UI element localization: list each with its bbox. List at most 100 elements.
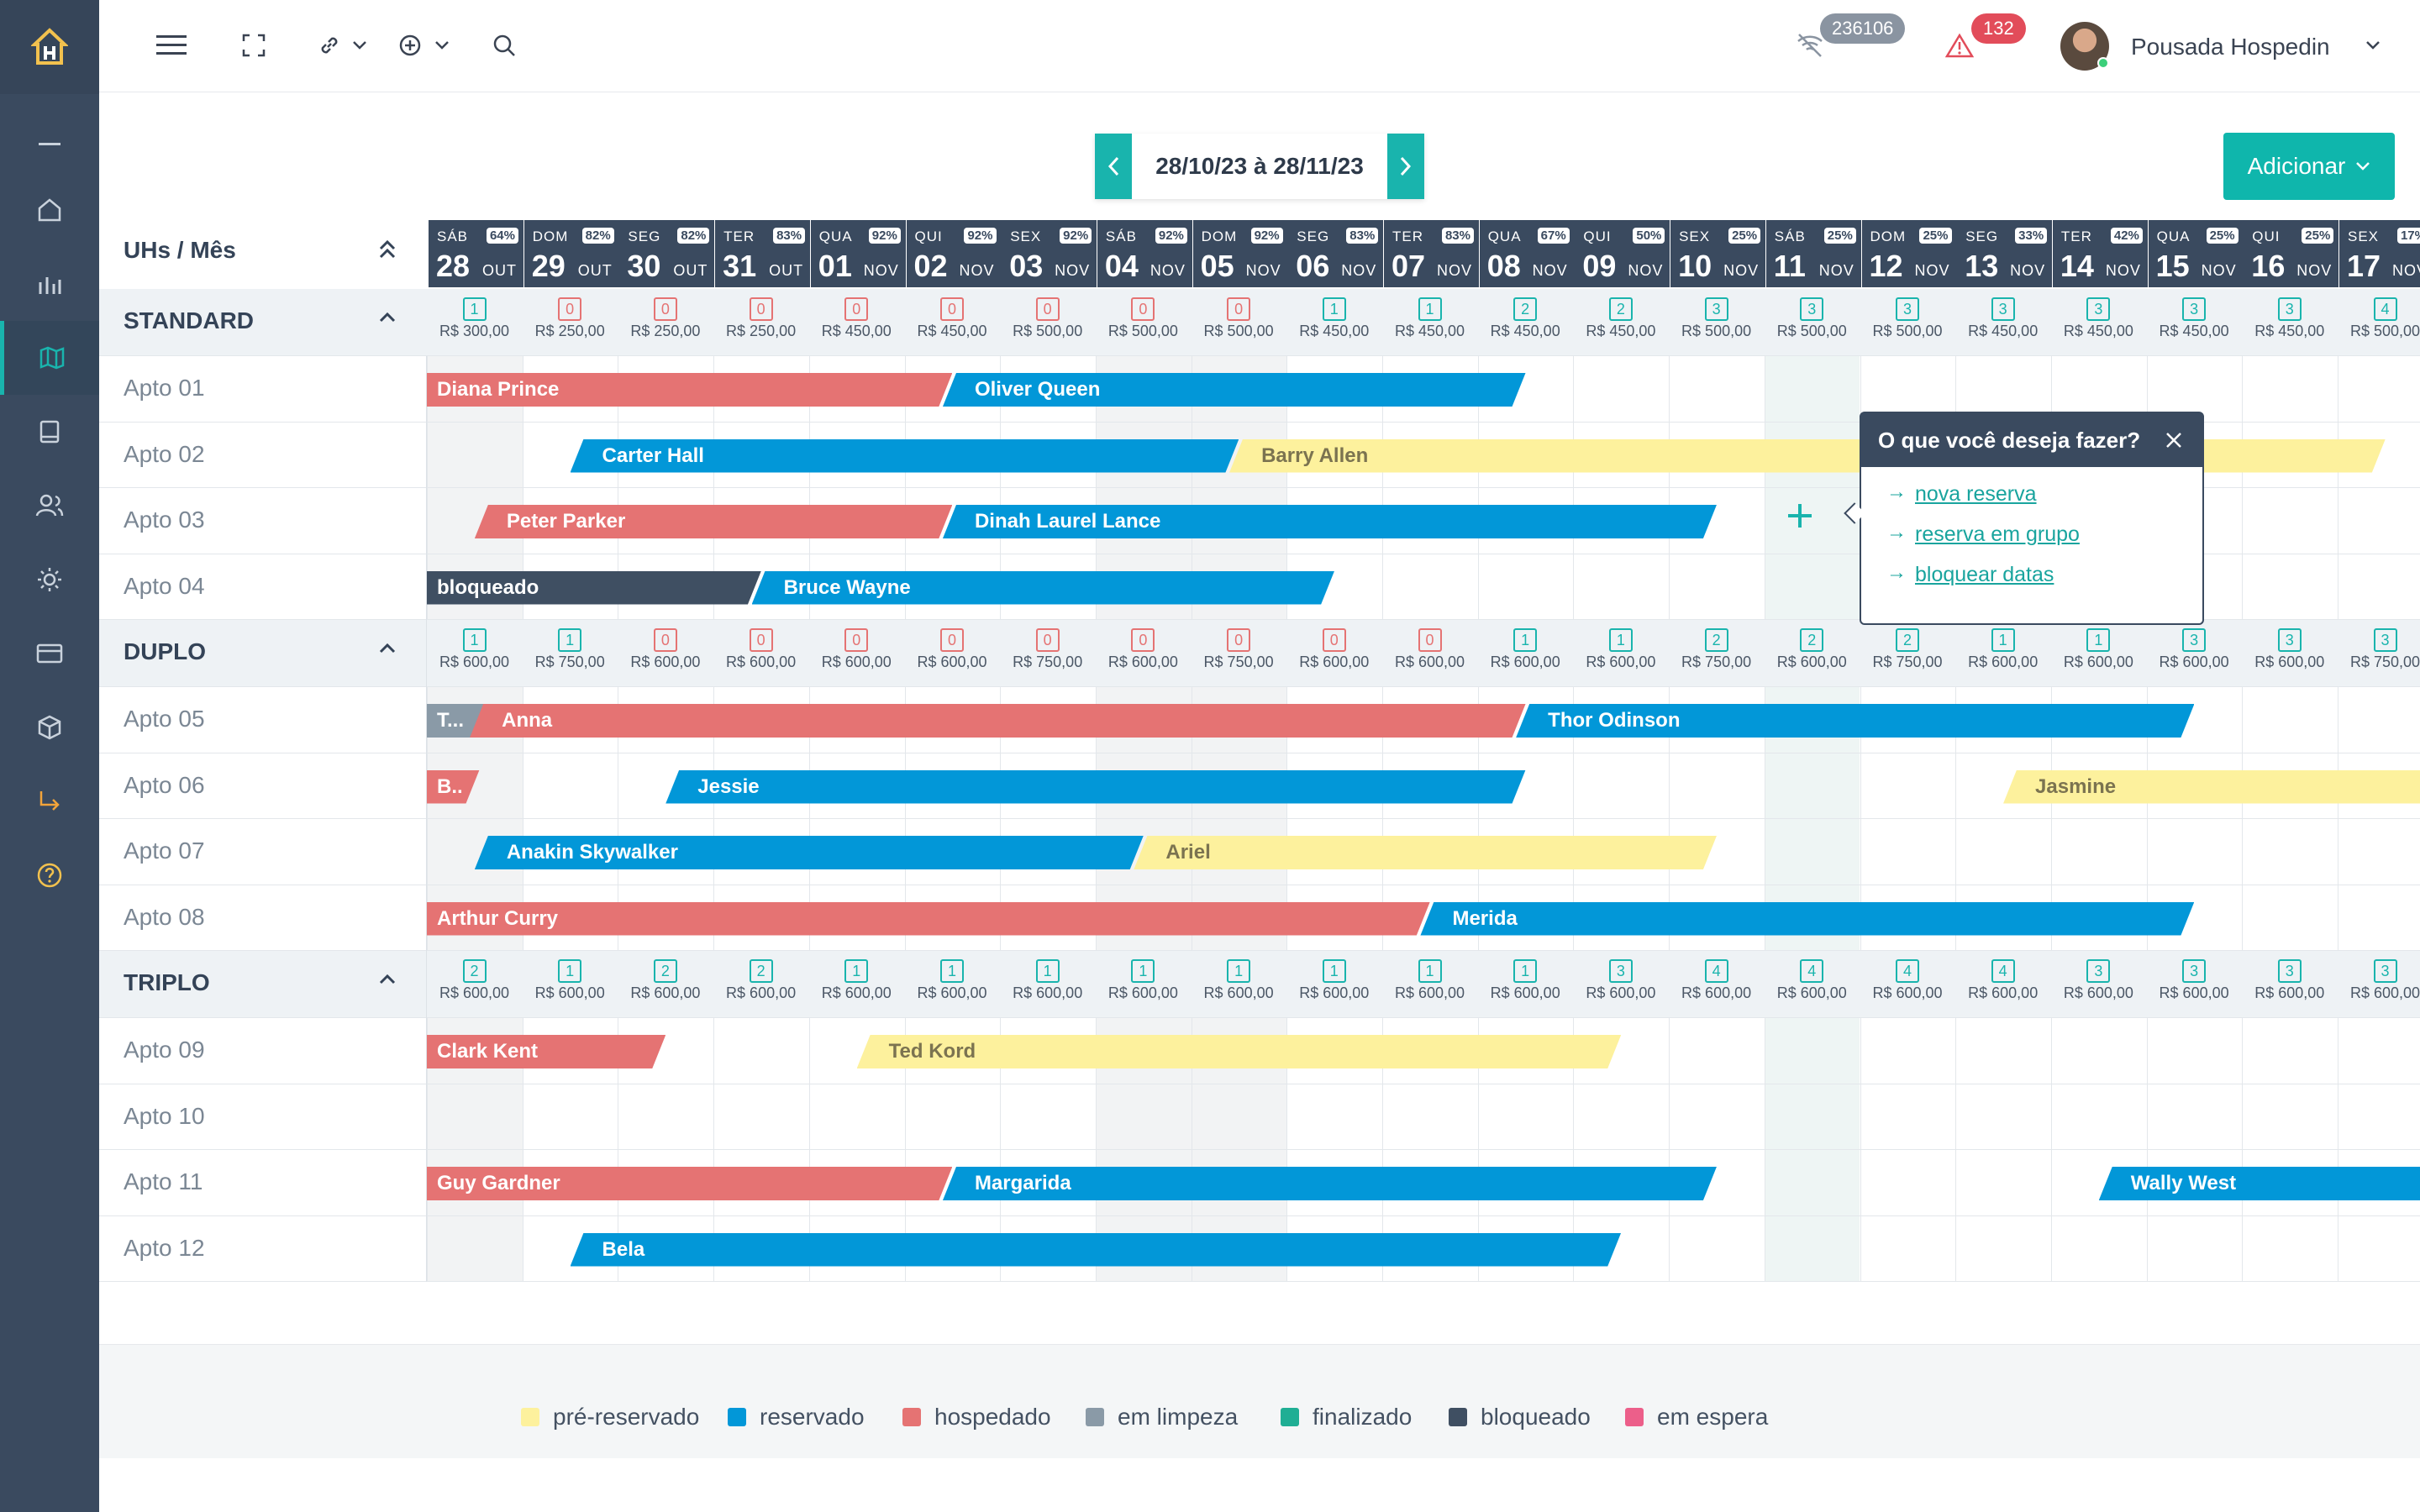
availability-cell[interactable]: 1 R$ 600,00 (427, 620, 522, 671)
legend-item[interactable]: finalizado (1281, 1404, 1412, 1431)
availability-cell[interactable]: 0 R$ 500,00 (1096, 289, 1191, 340)
chevron-up-icon[interactable] (378, 973, 397, 989)
day-header[interactable]: SEX 17% 17 NOV (2339, 220, 2420, 287)
availability-cell[interactable]: 1 R$ 600,00 (523, 951, 618, 1002)
sidebar-item-integrations[interactable] (0, 764, 99, 838)
availability-cell[interactable]: 1 R$ 600,00 (1573, 620, 1668, 671)
availability-cell[interactable]: 0 R$ 250,00 (713, 289, 808, 340)
availability-cell[interactable]: 3 R$ 600,00 (2147, 620, 2242, 671)
availability-cell[interactable]: 3 R$ 600,00 (2242, 620, 2337, 671)
availability-cell[interactable]: 1 R$ 450,00 (1382, 289, 1477, 340)
sidebar-item-settings[interactable] (0, 543, 99, 617)
availability-cell[interactable]: 3 R$ 500,00 (1860, 289, 1955, 340)
reservation-bar[interactable]: Margarida (943, 1167, 1717, 1200)
availability-cell[interactable]: 2 R$ 600,00 (427, 951, 522, 1002)
availability-cell[interactable]: 2 R$ 450,00 (1573, 289, 1668, 340)
reservation-bar[interactable]: Ted Kord (857, 1035, 1622, 1068)
group-reservation-link[interactable]: reserva em grupo (1915, 522, 2080, 546)
availability-cell[interactable]: 3 R$ 600,00 (2242, 951, 2337, 1002)
day-header[interactable]: TER 83% 07 NOV (1384, 220, 1479, 287)
availability-cell[interactable]: 0 R$ 600,00 (618, 620, 713, 671)
legend-item[interactable]: pré-reservado (521, 1404, 699, 1431)
reservation-bar[interactable]: Peter Parker (475, 505, 953, 538)
availability-cell[interactable]: 0 R$ 250,00 (523, 289, 618, 340)
availability-cell[interactable]: 1 R$ 600,00 (1478, 951, 1573, 1002)
fullscreen-icon[interactable] (234, 25, 274, 66)
availability-cell[interactable]: 1 R$ 600,00 (1955, 620, 2050, 671)
reservation-bar[interactable]: Ariel (1134, 836, 1717, 869)
reservation-bar[interactable]: Bruce Wayne (752, 571, 1335, 605)
availability-cell[interactable]: 3 R$ 450,00 (2051, 289, 2146, 340)
availability-cell[interactable]: 0 R$ 600,00 (1286, 620, 1381, 671)
close-icon[interactable] (2164, 430, 2184, 450)
legend-item[interactable]: reservado (728, 1404, 865, 1431)
availability-cell[interactable]: 3 R$ 450,00 (2147, 289, 2242, 340)
availability-cell[interactable]: 3 R$ 600,00 (1573, 951, 1668, 1002)
user-name[interactable]: Pousada Hospedin (2131, 34, 2330, 60)
reservation-bar[interactable]: Anakin Skywalker (475, 836, 1144, 869)
availability-cell[interactable]: 2 R$ 600,00 (618, 951, 713, 1002)
availability-cell[interactable]: 3 R$ 600,00 (2147, 951, 2242, 1002)
prev-period-button[interactable] (1095, 134, 1132, 199)
sidebar-item-book[interactable] (0, 395, 99, 469)
reservation-bar[interactable]: Anna (470, 704, 1525, 738)
chevron-down-icon[interactable] (2363, 25, 2383, 66)
day-header[interactable]: SÁB 92% 04 NOV (1097, 220, 1192, 287)
legend-item[interactable]: bloqueado (1449, 1404, 1591, 1431)
availability-cell[interactable]: 1 R$ 600,00 (1286, 951, 1381, 1002)
day-header[interactable]: QUA 92% 01 NOV (810, 220, 906, 287)
add-cell-icon[interactable] (1775, 499, 1825, 533)
reservation-bar[interactable]: Carter Hall (571, 439, 1239, 473)
availability-cell[interactable]: 4 R$ 600,00 (1669, 951, 1764, 1002)
availability-cell[interactable]: 1 R$ 600,00 (2051, 620, 2146, 671)
reservation-bar[interactable]: Clark Kent (427, 1035, 666, 1068)
reservation-bar[interactable]: Arthur Curry (427, 902, 1430, 936)
availability-cell[interactable]: 0 R$ 750,00 (1192, 620, 1286, 671)
date-range-label[interactable]: 28/10/23 à 28/11/23 (1155, 153, 1364, 179)
alert-icon[interactable] (1939, 25, 1980, 66)
availability-cell[interactable]: 1 R$ 450,00 (1286, 289, 1381, 340)
sidebar-item-guests[interactable] (0, 469, 99, 543)
day-header[interactable]: QUA 67% 08 NOV (1479, 220, 1575, 287)
sidebar-item-home[interactable] (0, 173, 99, 247)
day-header[interactable]: QUA 25% 15 NOV (2148, 220, 2244, 287)
add-button[interactable]: Adicionar (2223, 133, 2395, 200)
availability-cell[interactable]: 2 R$ 450,00 (1478, 289, 1573, 340)
day-header[interactable]: SEX 92% 03 NOV (1002, 220, 1097, 287)
legend-item[interactable]: em limpeza (1086, 1404, 1238, 1431)
avatar[interactable] (2060, 22, 2109, 71)
availability-cell[interactable]: 1 R$ 600,00 (809, 951, 904, 1002)
wifi-off-icon[interactable] (1790, 25, 1830, 66)
day-header[interactable]: DOM 25% 12 NOV (1861, 220, 1957, 287)
availability-cell[interactable]: 1 R$ 600,00 (1000, 951, 1095, 1002)
legend-item[interactable]: hospedado (902, 1404, 1051, 1431)
day-header[interactable]: SÁB 64% 28 OUT (429, 220, 523, 287)
day-header[interactable]: QUI 25% 16 NOV (2244, 220, 2339, 287)
reservation-bar[interactable]: Jasmine (2003, 770, 2420, 804)
sidebar-item-help[interactable] (0, 838, 99, 912)
availability-cell[interactable]: 1 R$ 750,00 (523, 620, 618, 671)
day-header[interactable]: SEG 33% 13 NOV (1957, 220, 2053, 287)
reservation-bar[interactable]: Diana Prince (427, 373, 952, 407)
sidebar-item-products[interactable] (0, 690, 99, 764)
new-reservation-link[interactable]: nova reserva (1915, 482, 2037, 506)
availability-cell[interactable]: 1 R$ 300,00 (427, 289, 522, 340)
block-dates-link[interactable]: bloquear datas (1915, 563, 2054, 586)
day-header[interactable]: SEG 83% 06 NOV (1288, 220, 1384, 287)
day-header[interactable]: QUI 92% 02 NOV (906, 220, 1002, 287)
hamburger-menu-icon[interactable] (151, 25, 192, 66)
reservation-bar[interactable]: Jessie (666, 770, 1525, 804)
availability-cell[interactable]: 0 R$ 250,00 (618, 289, 713, 340)
sidebar-item-payments[interactable] (0, 617, 99, 690)
availability-cell[interactable]: 0 R$ 600,00 (713, 620, 808, 671)
day-header[interactable]: TER 42% 14 NOV (2052, 220, 2148, 287)
availability-cell[interactable]: 1 R$ 600,00 (1478, 620, 1573, 671)
availability-cell[interactable]: 4 R$ 600,00 (1765, 951, 1860, 1002)
reservation-bar[interactable]: Wally West (2099, 1167, 2420, 1200)
reservation-bar[interactable]: Guy Gardner (427, 1167, 952, 1200)
reservation-bar[interactable]: Dinah Laurel Lance (943, 505, 1717, 538)
availability-cell[interactable]: 3 R$ 450,00 (1955, 289, 2050, 340)
availability-cell[interactable]: 3 R$ 600,00 (2051, 951, 2146, 1002)
availability-cell[interactable]: 0 R$ 600,00 (1382, 620, 1477, 671)
collapse-all-icon[interactable] (378, 239, 397, 265)
